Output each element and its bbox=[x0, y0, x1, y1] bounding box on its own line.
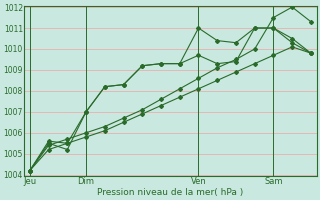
X-axis label: Pression niveau de la mer( hPa ): Pression niveau de la mer( hPa ) bbox=[97, 188, 244, 197]
